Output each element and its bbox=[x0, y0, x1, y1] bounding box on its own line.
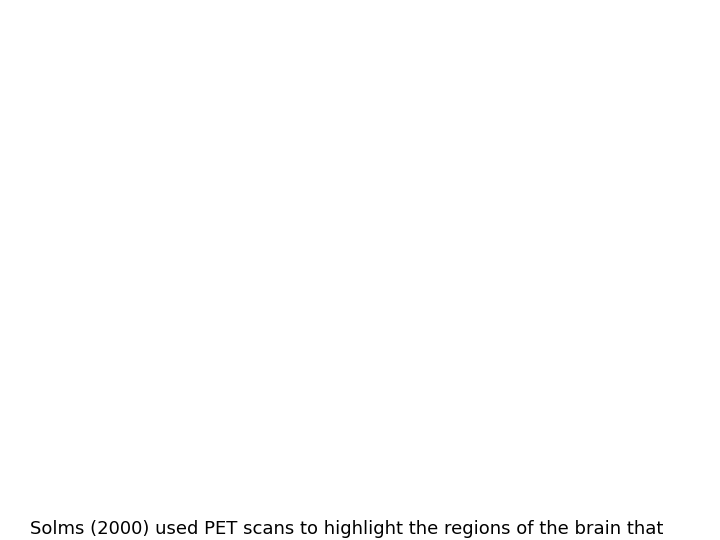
Text: Solms (2000) used PET scans to highlight the regions of the brain that: Solms (2000) used PET scans to highlight… bbox=[30, 520, 663, 538]
